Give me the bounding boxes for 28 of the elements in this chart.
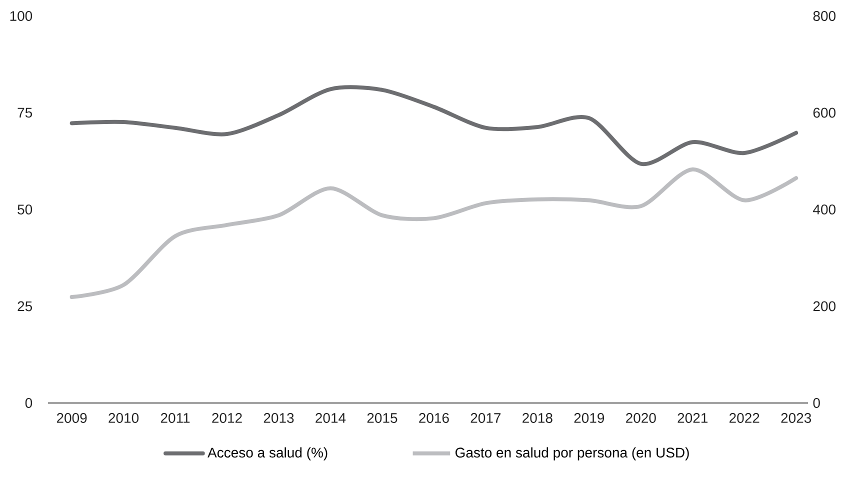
x-tick-label: 2011 bbox=[160, 413, 190, 423]
y2-tick-label: 0 bbox=[813, 398, 820, 408]
y2-tick-label: 400 bbox=[813, 204, 836, 214]
x-tick-label: 2020 bbox=[626, 413, 656, 423]
y2-tick-label: 200 bbox=[813, 301, 836, 312]
line-series bbox=[70, 167, 798, 300]
y-tick-label: 50 bbox=[18, 204, 32, 214]
x-tick-label: 2013 bbox=[264, 413, 294, 423]
y2-tick-label: 800 bbox=[813, 11, 836, 21]
x-tick-label: 2014 bbox=[316, 413, 346, 423]
x-tick-label: 2010 bbox=[108, 413, 139, 423]
x-tick-label: 2022 bbox=[730, 413, 760, 423]
y2-tick-label: 600 bbox=[813, 108, 836, 118]
y-tick-label: 25 bbox=[18, 301, 32, 312]
x-tick-label: 2019 bbox=[574, 413, 604, 423]
x-tick-label: 2021 bbox=[678, 413, 708, 423]
x-tick-label: 2016 bbox=[419, 413, 449, 423]
y-tick-label: 100 bbox=[10, 11, 32, 21]
y-tick-label: 0 bbox=[25, 398, 32, 408]
x-tick-label: 2018 bbox=[522, 413, 552, 423]
y-tick-label: 75 bbox=[18, 108, 32, 118]
x-tick-label: 2012 bbox=[212, 413, 242, 423]
x-tick-label: 2017 bbox=[470, 413, 501, 423]
x-tick-label: 2015 bbox=[367, 413, 398, 423]
x-tick-label: 2023 bbox=[781, 413, 812, 423]
legend-label: Gasto en salud por persona (en USD) bbox=[456, 447, 689, 460]
x-tick-label: 2009 bbox=[56, 413, 87, 423]
legend-label: Acceso a salud (%) bbox=[208, 447, 328, 460]
